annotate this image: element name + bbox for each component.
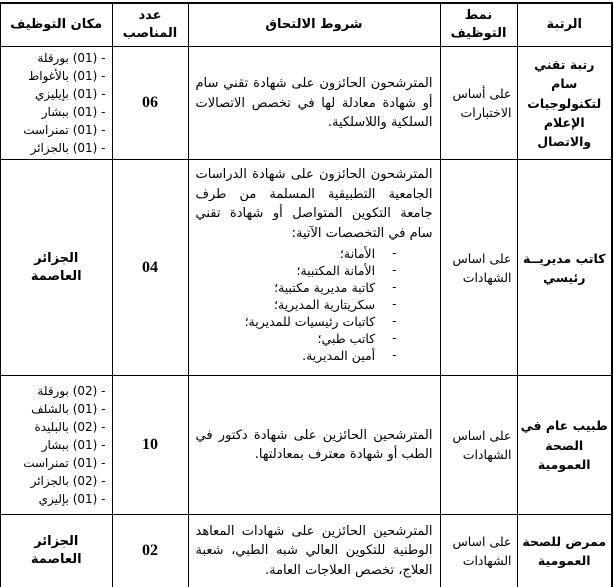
specialties-list: - الأمانة؛ - الأمانة المكتبية؛ - كاتبة مدير… [196,246,433,364]
list-dash: - [392,314,397,329]
rank-cell: كاتب مديريــة رئيسي [516,159,613,377]
header-location: مكان التوظيف [0,2,113,48]
specialty-label: سكريتارية المديرية؛ [274,297,376,313]
locations-cell: الجزائر العاصمة [0,159,113,377]
conditions-cell: المترشحين الحائزين على شهادات المعاهد ال… [187,514,441,587]
specialty-label: كاتبات رئيسيات للمديرية؛ [244,314,376,330]
header-mode: نمط التوظيف [439,2,518,48]
location-line: - (01) ببشار [41,105,106,120]
conditions-text: المترشحون الحائزون على شهادة الدراسات ال… [195,167,433,241]
mode-cell: على اساس الشهادات [439,159,518,377]
specialty-item: - الأمانة المكتبية؛ [196,263,397,279]
specialty-item: - كاتب طبي؛ [196,331,397,347]
location-line: - (02) بورقلة [37,384,106,399]
specialty-label: الأمانة المكتبية؛ [296,263,376,279]
locations-cell: - (02) بورقلة - (01) بالشلف - (02) بالبل… [0,375,113,516]
location-line: - (01) بالأغواط [28,69,106,84]
rank-cell: رتبة تقني سام لتكنولوجيات الإعلام والاتص… [516,46,613,161]
list-dash: - [392,246,397,261]
positions-count: 10 [111,375,189,516]
table-row-nurse: ممرض للصحة العمومية على اساس الشهادات ال… [0,514,613,587]
list-dash: - [392,348,397,363]
rank-cell: طبيب عام في الصحة العمومية [516,375,613,516]
location-line: - (01) بالجزائر [30,141,106,156]
location-line: - (01) تمنراست [23,123,106,138]
specialty-item: - أمين المديرية. [196,348,397,364]
specialty-item: - الأمانة؛ [196,246,397,262]
location-line: - (01) بإيليزي [34,87,106,102]
conditions-cell: المترشحين الحائزين على شهادة دكتور في ال… [187,375,441,516]
locations-cell: - (01) بورقلة - (01) بالأغواط - (01) بإي… [0,46,113,161]
header-conditions: شروط الالتحاق [187,2,441,48]
location-line: - (01) بورقلة [37,51,106,66]
rank-cell: ممرض للصحة العمومية [516,514,613,587]
header-row: الرتبة نمط التوظيف شروط الالتحاق عدد الم… [0,2,613,48]
location-line: الجزائر العاصمة [30,534,82,568]
list-dash: - [392,331,397,346]
header-positions: عدد المناصب [111,2,189,48]
location-line: - (01) بالشلف [31,402,106,417]
location-line: - (01) ببشار [41,438,106,453]
specialty-item: - كاتبة مديرية مكتبية؛ [196,280,397,296]
table-row-general-doctor: طبيب عام في الصحة العمومية على اساس الشه… [0,375,613,516]
specialty-item: - سكريتارية المديرية؛ [196,297,397,313]
mode-cell: على اساس الشهادات [439,514,518,587]
mode-cell: على اساس الشهادات [439,375,518,516]
location-line: الجزائر العاصمة [30,250,82,284]
location-line: - (02) بالجزائر [30,474,106,489]
location-line: - (01) تمنراست [23,456,106,471]
header-rank: الرتبة [516,2,613,48]
specialty-label: كاتب طبي؛ [317,331,376,347]
list-dash: - [392,263,397,278]
conditions-cell: المترشحون الحائزون على شهادة تقني سام أو… [187,46,441,161]
specialty-label: الأمانة؛ [339,246,376,262]
mode-cell: على أساس الاختبارات [439,46,518,161]
table-row-chief-clerk: كاتب مديريــة رئيسي على اساس الشهادات ال… [0,159,613,377]
location-line: - (01) بإليزي [38,492,106,507]
positions-count: 04 [111,159,189,377]
locations-cell: الجزائر العاصمة [0,514,113,587]
list-dash: - [392,280,397,295]
table-row-technician: رتبة تقني سام لتكنولوجيات الإعلام والاتص… [0,46,613,161]
positions-count: 06 [111,46,189,161]
conditions-cell: المترشحون الحائزون على شهادة الدراسات ال… [187,159,441,377]
list-dash: - [392,297,397,312]
specialty-label: كاتبة مديرية مكتبية؛ [274,280,376,296]
specialty-item: - كاتبات رئيسيات للمديرية؛ [196,314,397,330]
location-line: - (02) بالبليدة [34,420,106,435]
positions-count: 02 [111,514,189,587]
specialty-label: أمين المديرية. [302,348,376,364]
